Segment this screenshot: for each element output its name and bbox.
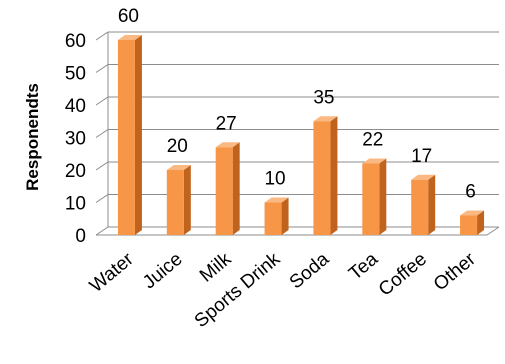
bar-front xyxy=(362,163,380,235)
bar-top xyxy=(313,116,338,122)
floor-side-edge xyxy=(486,226,500,236)
data-label: 22 xyxy=(362,130,383,151)
gridline xyxy=(95,194,499,203)
y-tick-label: 10 xyxy=(65,194,86,215)
bar-juice xyxy=(166,165,191,235)
data-label: 35 xyxy=(313,87,334,108)
bar-top xyxy=(215,142,240,148)
gridline xyxy=(95,96,499,106)
y-tick-label: 60 xyxy=(65,31,86,52)
x-tick-label: Other xyxy=(430,248,480,295)
bar-front xyxy=(313,121,331,235)
x-tick-label: Juice xyxy=(139,249,186,294)
bar-series xyxy=(117,35,485,235)
gridline xyxy=(95,161,499,171)
bar-coffee xyxy=(411,174,436,235)
bar-tea xyxy=(362,158,387,235)
bar-front xyxy=(264,202,282,235)
bar-front xyxy=(411,179,429,235)
bar-water xyxy=(117,35,142,235)
bar-other xyxy=(460,210,485,235)
data-label: 10 xyxy=(264,169,285,190)
bar-side xyxy=(379,158,387,235)
x-tick-label: Sports Drink xyxy=(191,248,285,332)
data-label: 6 xyxy=(465,182,476,203)
x-tick-label: Milk xyxy=(196,248,236,286)
chart-gridlines xyxy=(95,31,500,236)
gridline xyxy=(95,129,499,138)
y-tick-label: 40 xyxy=(65,96,86,117)
bar-front xyxy=(460,215,478,235)
gridline xyxy=(95,31,499,41)
bar-side xyxy=(183,165,191,235)
bar-soda xyxy=(313,116,338,235)
bar-sports-drink xyxy=(264,197,289,235)
y-tick-label: 20 xyxy=(65,161,86,182)
bar-front xyxy=(215,147,233,235)
data-label: 20 xyxy=(167,136,188,157)
bar-side xyxy=(428,174,436,235)
x-tick-label: Tea xyxy=(345,248,382,284)
bar-top xyxy=(117,35,142,40)
bar-side xyxy=(477,210,485,235)
data-label: 17 xyxy=(411,146,432,167)
gridline xyxy=(95,226,499,236)
bar-side xyxy=(134,35,142,235)
bar-top xyxy=(362,158,387,164)
y-tick-label: 50 xyxy=(65,64,86,85)
bar-side xyxy=(281,197,289,235)
data-label: 60 xyxy=(118,6,139,27)
bar-side xyxy=(330,116,338,235)
bar-front xyxy=(117,40,135,235)
y-axis-ticks: 0 10 20 30 40 50 60 xyxy=(65,31,86,247)
bar-milk xyxy=(215,142,240,235)
y-tick-label: 0 xyxy=(75,226,86,247)
bar-side xyxy=(232,142,240,235)
gridline xyxy=(95,64,499,73)
bar-top xyxy=(411,174,436,180)
x-tick-label: Soda xyxy=(286,248,334,293)
bar-top xyxy=(460,210,485,216)
y-tick-label: 30 xyxy=(65,129,86,150)
data-labels: 60 20 27 10 35 22 17 6 xyxy=(118,6,476,203)
y-axis-title: Responendts xyxy=(23,83,42,191)
bar-top xyxy=(166,165,191,170)
bar-top xyxy=(264,197,289,203)
bar-front xyxy=(166,170,184,235)
x-tick-label: Water xyxy=(86,248,138,297)
x-tick-label: Coffee xyxy=(375,249,431,301)
data-label: 27 xyxy=(216,113,237,134)
